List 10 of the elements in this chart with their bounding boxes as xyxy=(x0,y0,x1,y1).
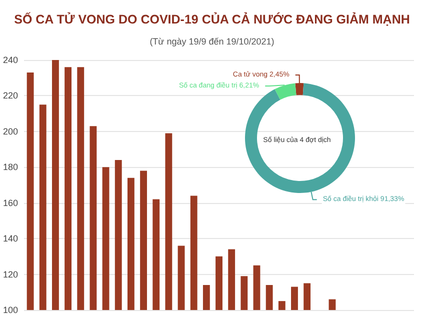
y-tick-label: 220 xyxy=(2,90,18,101)
y-tick-label: 100 xyxy=(2,305,18,315)
y-tick-label: 160 xyxy=(2,198,18,208)
y-tick-label: 180 xyxy=(2,162,18,172)
y-tick-label: 120 xyxy=(2,269,18,280)
y-tick-label: 240 xyxy=(2,55,18,65)
y-tick-label: 200 xyxy=(2,126,18,136)
chart-title: SỐ CA TỬ VONG DO COVID-19 CỦA CẢ NƯỚC ĐANG GIẢM MẠNH xyxy=(14,12,410,26)
chart-subtitle: (Từ ngày 19/9 đến 19/10/2021) xyxy=(150,36,274,46)
y-tick-label: 140 xyxy=(2,234,18,244)
